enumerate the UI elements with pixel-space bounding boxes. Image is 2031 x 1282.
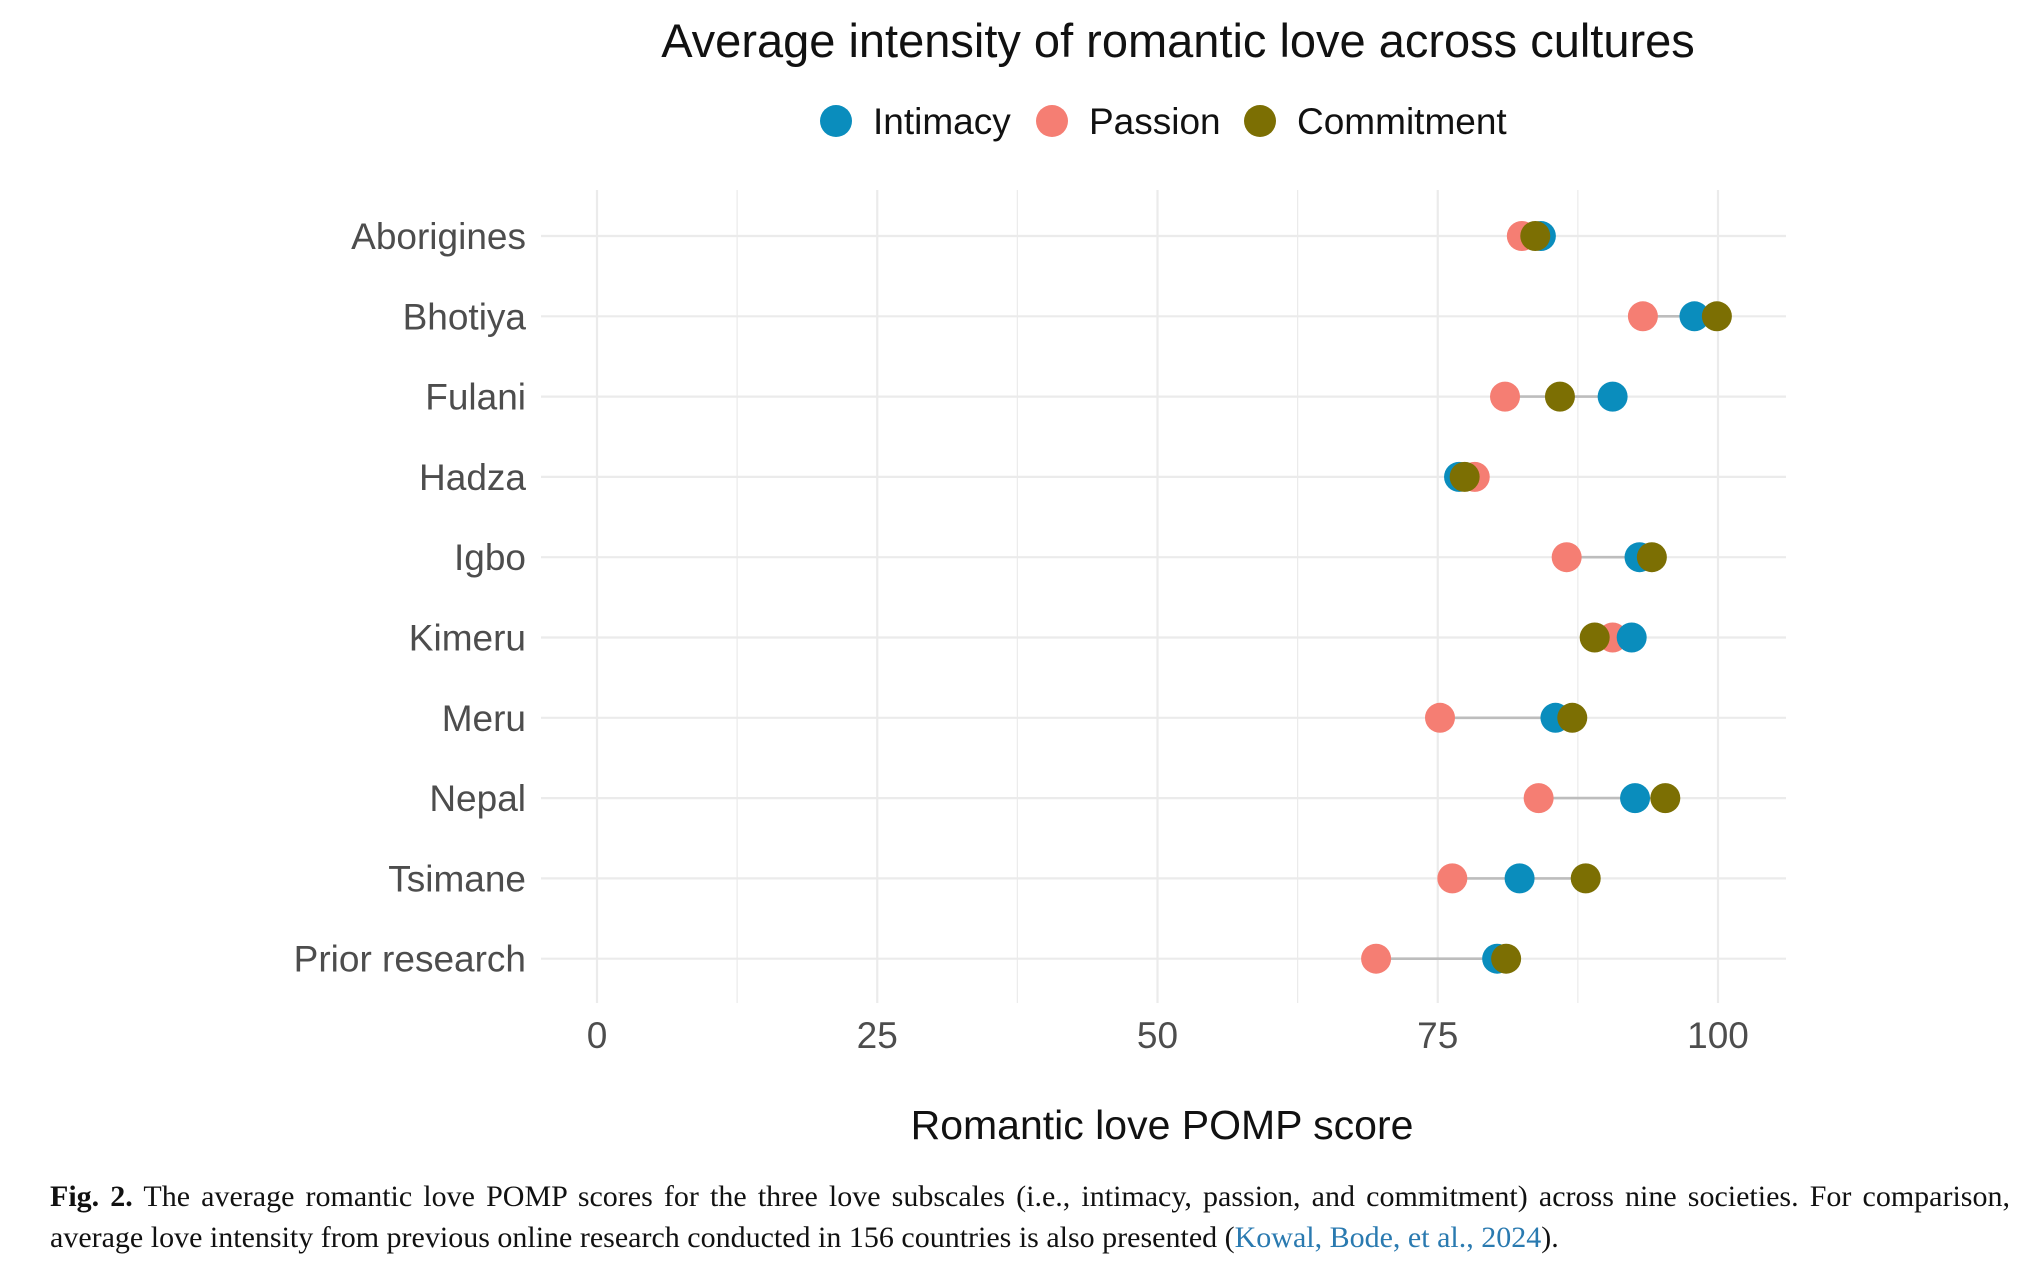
point-passion <box>1627 301 1658 332</box>
caption-text: The average romantic love POMP scores fo… <box>50 1180 2010 1254</box>
point-intimacy <box>1616 622 1647 653</box>
point-commitment <box>1544 381 1575 412</box>
caption-citation-link[interactable]: Kowal, Bode, et al., 2024 <box>1234 1221 1542 1254</box>
y-axis-tick-labels: Aborigines Bhotiya Fulani Hadza Igbo Kimeru Me… <box>294 216 527 980</box>
point-commitment <box>1636 542 1667 573</box>
legend-passion-marker <box>1036 105 1068 137</box>
y-tick-label: Kimeru <box>409 618 526 659</box>
point-intimacy <box>1679 301 1710 332</box>
point-commitment <box>1650 783 1681 814</box>
point-commitment <box>1701 301 1732 332</box>
y-tick-label: Tsimane <box>388 858 526 899</box>
y-tick-label: Fulani <box>425 377 526 418</box>
x-axis-tick-labels: 0 25 50 75 100 <box>587 1015 1749 1056</box>
y-tick-label: Aborigines <box>351 216 526 257</box>
y-tick-label: Prior research <box>294 939 526 980</box>
point-intimacy <box>1504 863 1535 894</box>
point-intimacy <box>1597 381 1628 412</box>
legend-intimacy-marker <box>820 105 852 137</box>
point-passion <box>1437 863 1468 894</box>
legend-commitment-label: Commitment <box>1297 101 1507 142</box>
legend: Intimacy Passion Commitment <box>820 101 1507 142</box>
legend-passion-label: Passion <box>1089 101 1221 142</box>
chart: Average intensity of romantic love acros… <box>294 14 1786 1148</box>
y-tick-label: Igbo <box>454 537 526 578</box>
dumbbell-segments <box>1376 234 1717 961</box>
x-tick-label: 0 <box>587 1015 608 1056</box>
point-passion <box>1551 542 1582 573</box>
point-passion <box>1361 943 1392 974</box>
figure-caption: Fig. 2. The average romantic love POMP s… <box>50 1176 2010 1258</box>
point-commitment <box>1449 461 1480 492</box>
y-tick-label: Meru <box>442 698 526 739</box>
y-tick-label: Hadza <box>419 457 526 498</box>
point-commitment <box>1520 221 1551 251</box>
point-commitment <box>1579 622 1610 653</box>
x-tick-label: 25 <box>857 1015 898 1056</box>
chart-title: Average intensity of romantic love acros… <box>661 14 1695 67</box>
point-commitment <box>1491 943 1522 974</box>
point-intimacy <box>1620 783 1651 814</box>
y-tick-label: Bhotiya <box>403 296 527 337</box>
point-passion <box>1490 381 1521 412</box>
data-points <box>1361 221 1732 974</box>
legend-intimacy-label: Intimacy <box>873 101 1011 142</box>
caption-label: Fig. 2. <box>50 1180 133 1213</box>
x-axis-title: Romantic love POMP score <box>911 1102 1414 1148</box>
point-passion <box>1523 783 1554 814</box>
legend-commitment-marker <box>1244 105 1276 137</box>
point-commitment <box>1570 863 1601 894</box>
y-tick-label: Nepal <box>429 778 526 819</box>
point-commitment <box>1557 702 1588 733</box>
x-tick-label: 50 <box>1137 1015 1178 1056</box>
x-tick-label: 75 <box>1417 1015 1458 1056</box>
caption-end: ). <box>1541 1221 1559 1254</box>
x-tick-label: 100 <box>1687 1015 1749 1056</box>
point-passion <box>1424 702 1455 733</box>
